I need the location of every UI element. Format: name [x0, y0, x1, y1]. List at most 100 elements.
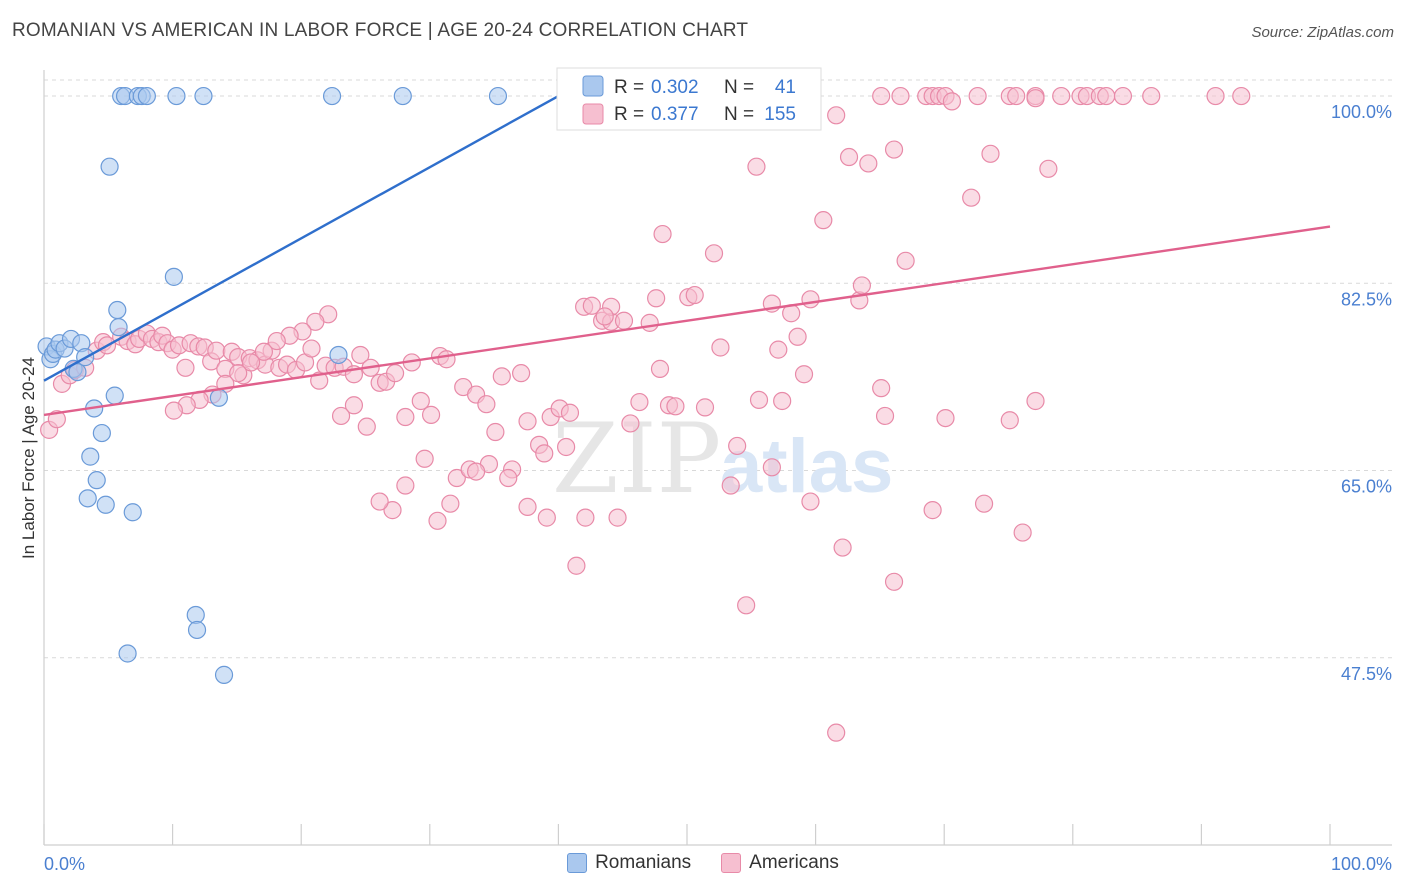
american-point-79 [640, 313, 659, 332]
y-tick-label-0: 100.0% [1331, 102, 1392, 122]
american-point-144 [942, 92, 962, 111]
romanian-point-22 [209, 388, 228, 407]
romanians-points [37, 86, 508, 684]
legend-r-label-2: R = [614, 104, 644, 125]
american-point-66 [535, 444, 554, 463]
american-point-98 [788, 327, 807, 346]
romanian-point-27 [118, 644, 137, 663]
american-point-60 [486, 422, 505, 442]
american-point-83 [666, 397, 685, 416]
american-point-1 [47, 410, 66, 429]
romanians-label: Romanians [595, 852, 692, 873]
american-point-136 [1113, 86, 1133, 106]
american-point-70 [567, 556, 586, 575]
american-point-96 [773, 391, 792, 411]
american-point-89 [721, 476, 740, 495]
american-point-75 [608, 508, 627, 527]
american-point-99 [794, 365, 814, 384]
legend-n-value-2: 155 [764, 104, 796, 125]
romanian-point-23 [329, 345, 348, 365]
american-point-51 [411, 391, 430, 411]
legend-n-value-1: 41 [775, 77, 796, 98]
x-label-max: 100.0% [1331, 854, 1392, 874]
american-point-91 [737, 596, 756, 615]
american-point-148 [801, 290, 820, 309]
romanian-point-20 [108, 300, 127, 320]
american-point-92 [747, 157, 766, 176]
american-point-151 [576, 508, 595, 527]
american-point-174 [229, 364, 248, 383]
american-point-20 [176, 358, 195, 377]
american-point-137 [1142, 86, 1161, 106]
legend-item-romanians[interactable]: Romanians [567, 852, 691, 874]
american-point-110 [884, 572, 904, 591]
romanian-point-34 [167, 86, 186, 106]
romanian-point-17 [123, 503, 142, 522]
american-point-77 [621, 414, 640, 433]
american-point-112 [923, 501, 942, 520]
american-point-145 [1026, 89, 1045, 108]
american-point-118 [1013, 523, 1032, 542]
american-point-86 [695, 398, 715, 417]
american-point-139 [1232, 86, 1251, 106]
romanian-point-19 [105, 386, 124, 405]
american-point-64 [518, 412, 537, 431]
american-point-172 [254, 342, 274, 361]
y-axis-title: In Labor Force | Age 20-24 [19, 357, 38, 559]
legend-item-americans[interactable]: Americans [721, 852, 839, 874]
american-point-102 [827, 723, 846, 742]
american-point-93 [749, 390, 769, 410]
american-point-179 [164, 401, 183, 420]
american-point-48 [385, 364, 405, 383]
american-point-119 [1026, 391, 1045, 411]
romanians-trend-line [43, 94, 559, 382]
x-label-min: 0.0% [44, 854, 85, 874]
american-point-95 [769, 340, 788, 359]
american-point-164 [357, 417, 376, 436]
american-point-109 [875, 406, 895, 426]
romanian-point-26 [187, 620, 207, 640]
source-credit: Source: ZipAtlas.com [1251, 24, 1394, 41]
american-point-135 [1097, 86, 1116, 106]
american-point-59 [477, 395, 496, 414]
x-axis-ticks [43, 824, 1331, 845]
bottom-legend: Romanians Americans [0, 852, 1406, 874]
american-point-44 [351, 345, 370, 365]
american-point-146 [653, 224, 672, 244]
american-point-49 [396, 407, 415, 427]
legend-swatch-americans [582, 103, 604, 125]
american-point-129 [1007, 86, 1026, 106]
legend-swatch-romanians [582, 75, 604, 97]
american-point-100 [801, 492, 820, 511]
american-point-94 [762, 458, 781, 477]
american-point-138 [1206, 86, 1225, 106]
american-point-154 [518, 497, 537, 517]
romanian-point-36 [322, 86, 342, 106]
watermark: ZIP atlas [552, 403, 893, 515]
romanian-point-25 [186, 605, 205, 625]
american-point-152 [557, 437, 576, 457]
american-point-107 [859, 154, 878, 173]
american-point-159 [428, 511, 447, 530]
romanian-point-14 [87, 471, 106, 490]
american-point-90 [728, 436, 747, 456]
romanian-point-12 [92, 423, 111, 443]
americans-label: Americans [749, 852, 839, 873]
american-point-157 [466, 462, 486, 481]
romanian-point-16 [96, 495, 115, 514]
legend-n-label-2: N = [724, 104, 754, 125]
american-point-101 [814, 211, 833, 230]
romanians-swatch [567, 853, 588, 873]
american-point-127 [968, 86, 987, 106]
american-point-173 [241, 353, 261, 372]
y-tick-label-3: 47.5% [1341, 664, 1392, 684]
american-point-155 [499, 468, 518, 488]
american-point-163 [370, 492, 389, 511]
legend-r-label-1: R = [614, 77, 644, 98]
american-point-131 [1052, 86, 1071, 106]
axes [43, 70, 1392, 846]
romanian-point-28 [214, 665, 234, 684]
american-point-122 [891, 86, 910, 106]
american-point-166 [331, 406, 351, 426]
